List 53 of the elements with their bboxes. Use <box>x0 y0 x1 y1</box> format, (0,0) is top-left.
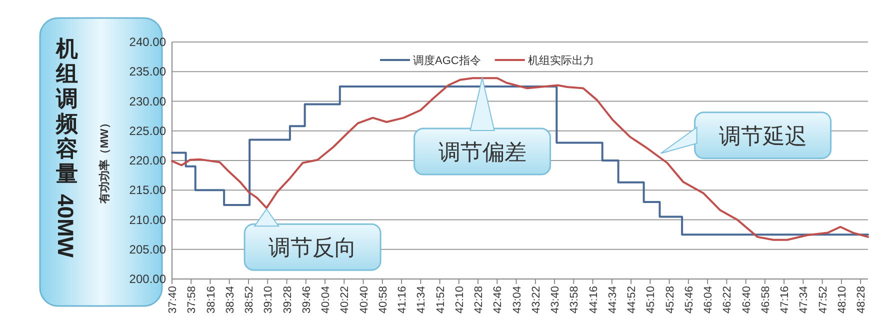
y-tick-label: 230.00 <box>129 94 166 108</box>
x-tick-label: 37:40 <box>167 286 179 314</box>
legend-label: 机组实际出力 <box>528 54 594 67</box>
x-tick-label: 39:10 <box>262 286 275 314</box>
x-tick-label: 44:52 <box>626 286 638 314</box>
y-tick-label: 205.00 <box>129 242 166 256</box>
x-tick-label: 39:46 <box>300 286 313 314</box>
x-tick-label: 44:16 <box>588 286 600 314</box>
x-tick-label: 47:52 <box>817 286 830 314</box>
x-tick-label: 40:22 <box>339 286 352 314</box>
x-tick-label: 38:16 <box>205 286 218 314</box>
y-axis-title: 有功功率（MW） <box>98 118 111 204</box>
x-tick-label: 38:34 <box>224 286 236 314</box>
x-tick-label: 40:04 <box>320 286 332 314</box>
x-tick-label: 48:10 <box>836 286 848 314</box>
y-tick-label: 210.00 <box>129 212 166 227</box>
x-tick-label: 39:28 <box>282 286 294 314</box>
y-tick-label: 225.00 <box>129 124 166 138</box>
x-tick-label: 46:04 <box>702 286 715 314</box>
x-tick-label: 41:52 <box>434 286 447 314</box>
x-tick-label: 43:58 <box>568 286 581 314</box>
x-tick-label: 38:52 <box>244 286 256 314</box>
legend-label: 调度AGC指令 <box>413 54 481 67</box>
x-tick-label: 37:58 <box>186 286 198 314</box>
x-tick-label: 43:22 <box>530 286 542 314</box>
y-tick-label: 240.00 <box>129 35 166 49</box>
x-tick-label: 45:10 <box>645 286 658 314</box>
x-tick-label: 48:28 <box>856 286 868 314</box>
annotation: 调节反向 <box>268 235 357 260</box>
x-tick-label: 45:28 <box>664 286 676 314</box>
x-tick-label: 43:04 <box>511 286 524 314</box>
x-tick-label: 45:46 <box>683 286 696 314</box>
y-tick-label: 215.00 <box>129 183 166 198</box>
y-tick-label: 220.00 <box>129 154 166 168</box>
annotation: 调节延迟 <box>718 123 807 148</box>
x-tick-label: 42:10 <box>454 286 466 314</box>
x-tick-label: 46:58 <box>760 286 772 314</box>
x-tick-label: 42:28 <box>473 286 486 314</box>
x-tick-label: 47:16 <box>779 286 792 314</box>
x-tick-label: 40:58 <box>377 286 390 314</box>
x-tick-label: 44:34 <box>606 286 619 314</box>
x-tick-label: 47:34 <box>798 286 810 314</box>
x-tick-label: 42:46 <box>492 286 504 314</box>
x-tick-label: 46:22 <box>722 286 734 314</box>
x-tick-label: 46:40 <box>740 286 753 314</box>
text: 机组调频容量 40MW <box>53 36 79 258</box>
y-tick-label: 235.00 <box>129 64 166 79</box>
x-tick-label: 41:16 <box>396 286 409 314</box>
x-tick-label: 43:40 <box>550 286 562 314</box>
annotation: 调节偏差 <box>438 140 526 165</box>
x-tick-label: 41:34 <box>416 286 428 314</box>
y-tick-label: 200.00 <box>129 272 166 286</box>
x-tick-label: 40:40 <box>358 286 370 314</box>
